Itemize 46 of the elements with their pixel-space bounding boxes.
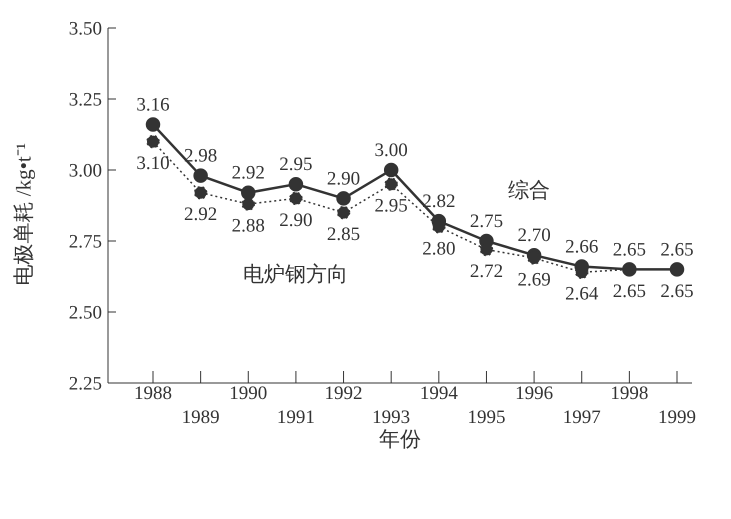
x-tick-label: 1999 xyxy=(658,407,696,428)
data-label: 2.72 xyxy=(470,261,504,282)
text: 电炉钢方向 xyxy=(243,261,348,288)
data-label: 2.65 xyxy=(612,280,646,302)
y-tick-label: 3.50 xyxy=(68,18,102,40)
data-label: 2.92 xyxy=(184,204,218,226)
y-tick-label: 2.25 xyxy=(68,374,102,395)
y-tick-label: 2.50 xyxy=(68,302,102,324)
x-tick-label: 1988 xyxy=(134,383,172,404)
data-label: 2.69 xyxy=(517,270,551,291)
data-label: 2.66 xyxy=(565,236,598,258)
data-label: 2.95 xyxy=(279,154,313,176)
x-tick-label: 1998 xyxy=(610,383,648,404)
data-label: 2.65 xyxy=(660,280,694,302)
data-label: 2.92 xyxy=(232,162,265,184)
data-label: 2.65 xyxy=(660,239,694,260)
x-tick-label: 1991 xyxy=(276,407,315,428)
data-label: 2.75 xyxy=(470,211,504,232)
x-tick-label: 1993 xyxy=(372,407,410,428)
x-tick-label: 1990 xyxy=(229,383,268,404)
data-label: 2.85 xyxy=(326,224,360,246)
x-tick-label: 1989 xyxy=(182,407,220,428)
data-label: 2.88 xyxy=(232,216,265,237)
series-label: 综合 xyxy=(508,177,550,204)
x-tick-label: 1997 xyxy=(562,407,601,428)
data-label: 2.98 xyxy=(184,146,218,167)
data-label: 2.90 xyxy=(326,168,360,190)
data-label: 2.70 xyxy=(517,225,551,246)
data-label: 3.00 xyxy=(374,140,408,161)
x-axis-title: 年份 xyxy=(379,427,421,451)
data-label: 2.80 xyxy=(422,238,456,260)
x-tick-label: 1995 xyxy=(467,407,506,428)
data-label: 2.90 xyxy=(279,210,313,231)
y-tick-label: 3.00 xyxy=(68,160,102,182)
x-tick-label: 1992 xyxy=(324,383,363,404)
data-label: 2.95 xyxy=(374,196,408,217)
data-label: 2.82 xyxy=(422,191,456,212)
x-tick-label: 1994 xyxy=(420,383,458,404)
data-label: 3.16 xyxy=(136,94,170,116)
data-label: 2.64 xyxy=(565,284,599,305)
y-tick-label: 2.75 xyxy=(68,232,102,253)
y-tick-label: 3.25 xyxy=(68,90,102,111)
data-label: 3.10 xyxy=(136,153,170,174)
x-tick-label: 1996 xyxy=(515,383,554,404)
data-label: 2.65 xyxy=(612,239,646,260)
y-axis-title: 电极单耗 /kg•t⁻¹ xyxy=(11,142,36,286)
